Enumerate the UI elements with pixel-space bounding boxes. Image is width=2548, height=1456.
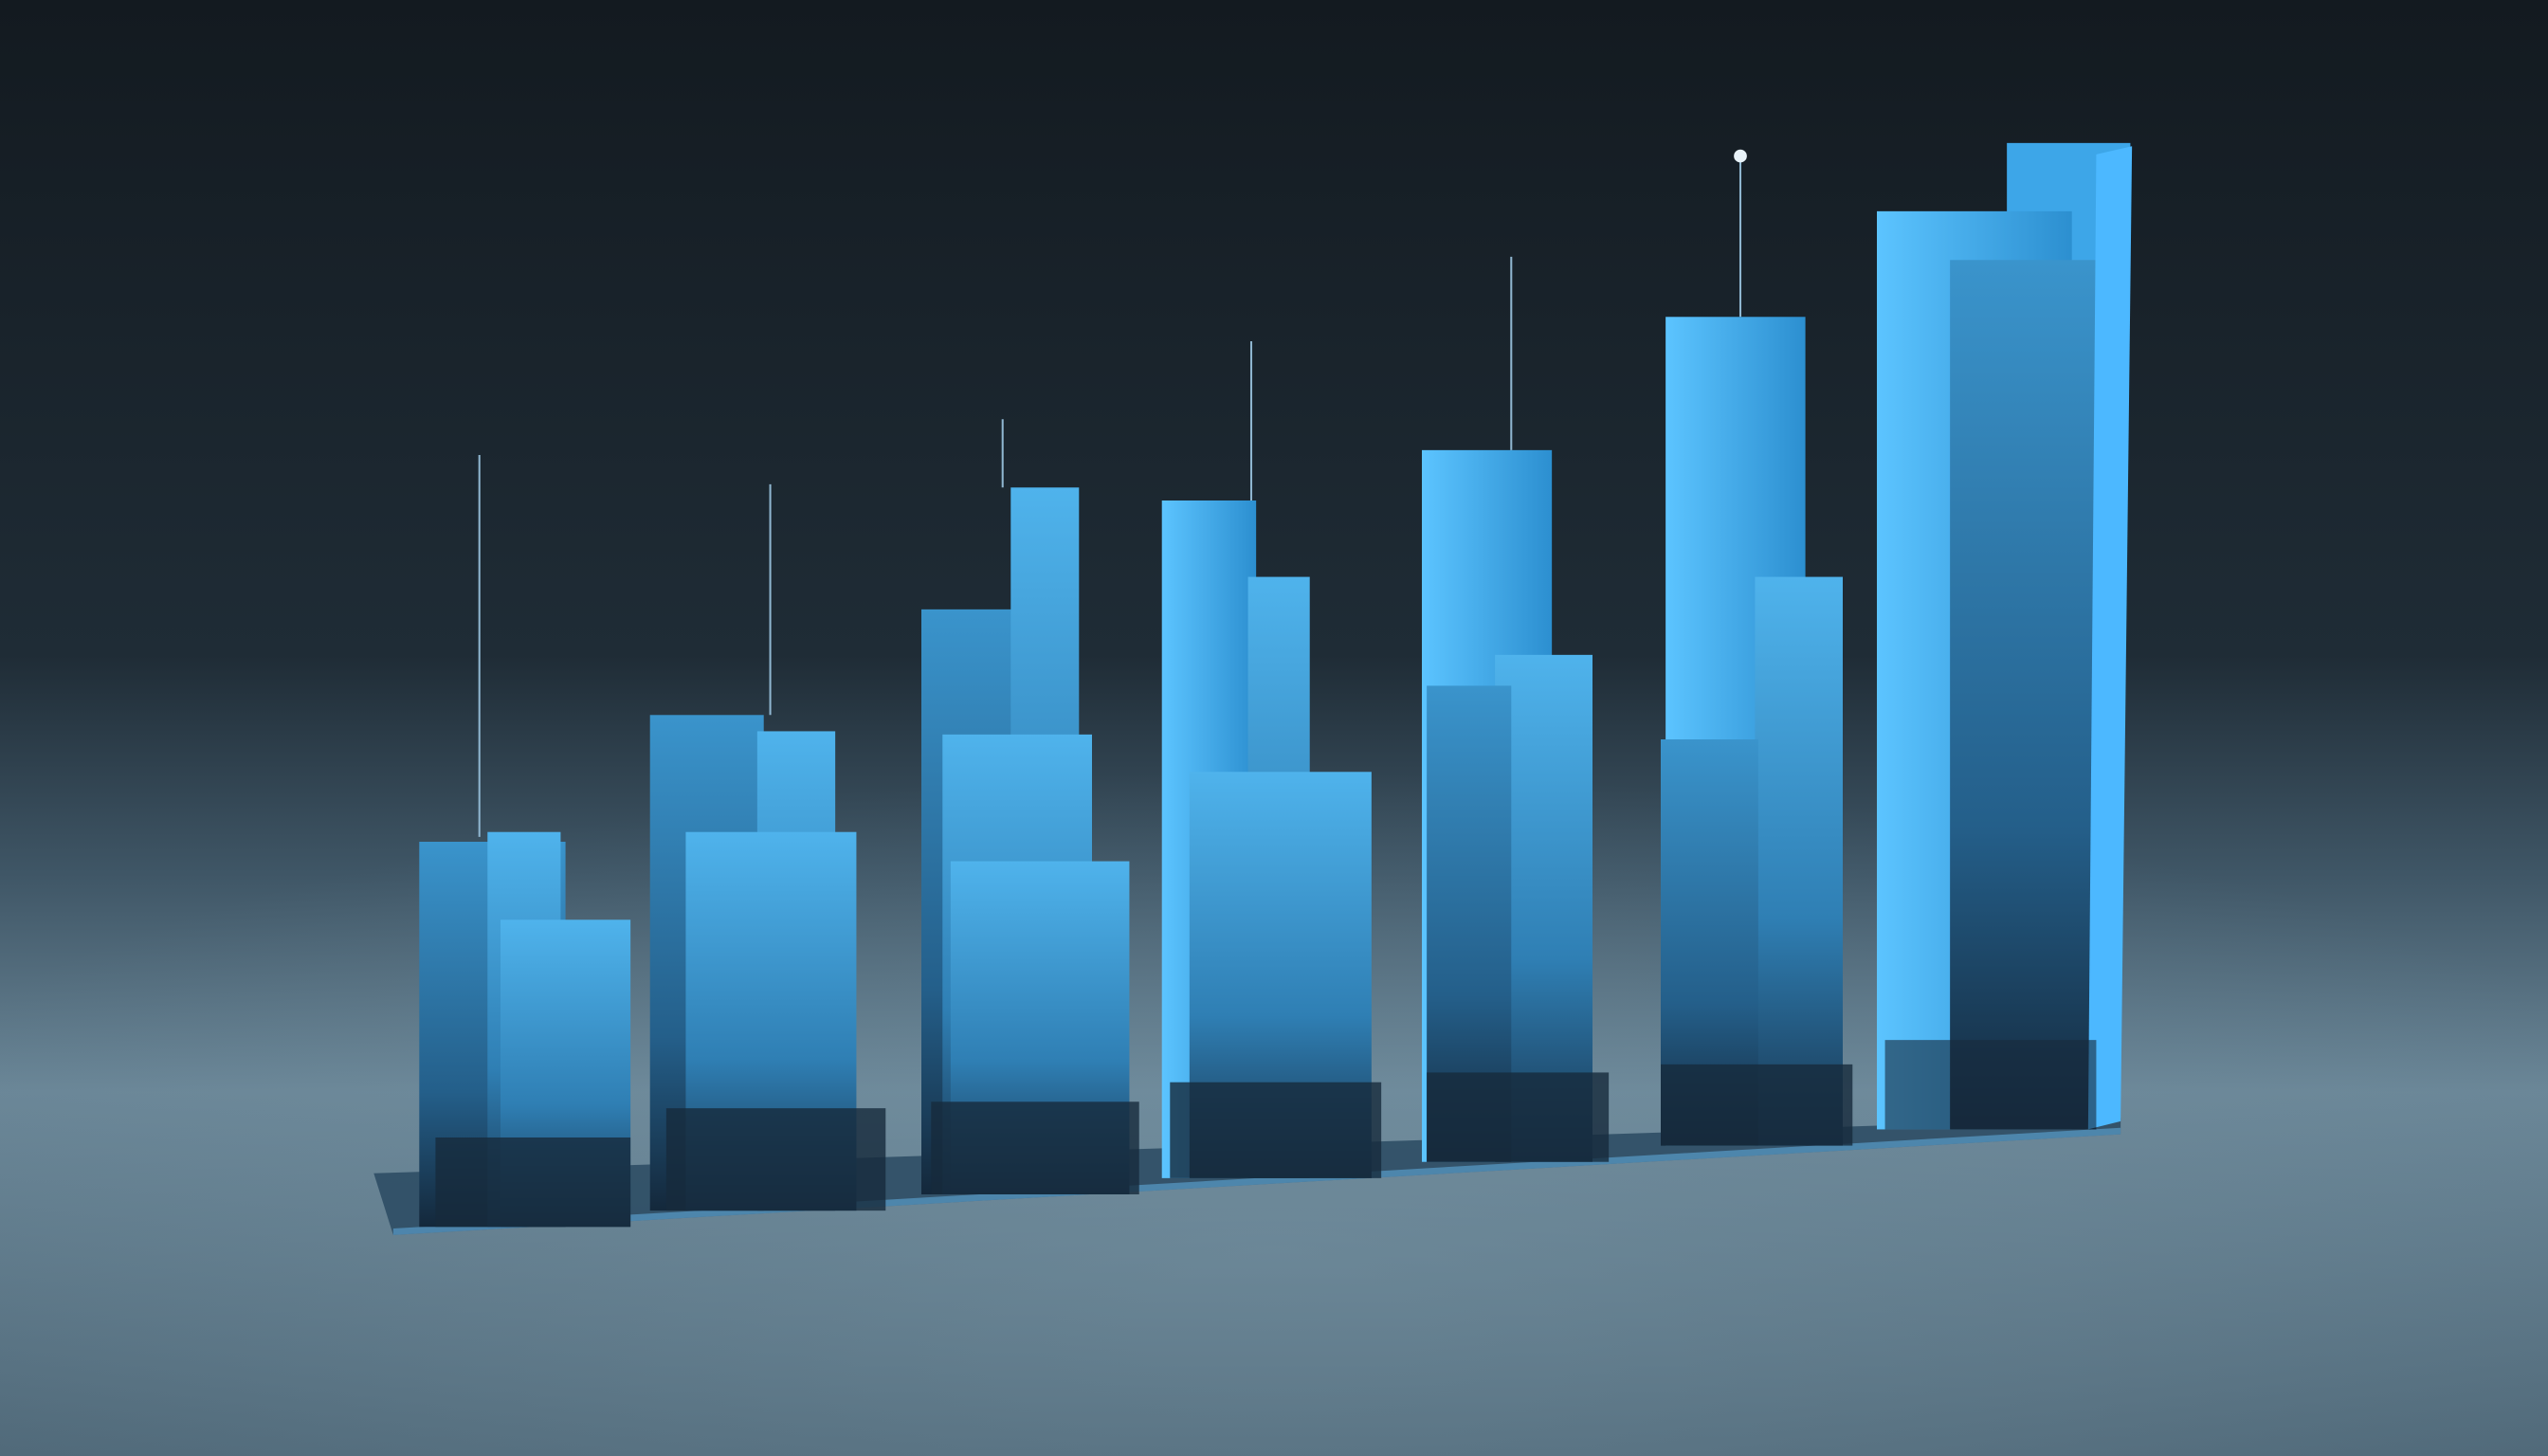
cluster-7 [1877, 142, 2133, 1130]
cluster-1 [419, 831, 631, 1228]
cluster-3 [921, 487, 1139, 1194]
antenna-dot [1734, 149, 1747, 163]
bar-side [2087, 146, 2133, 1130]
cluster-6 [1661, 317, 1853, 1146]
cluster-5 [1422, 449, 1610, 1162]
bar-block [1950, 260, 2097, 1130]
bar-foot [665, 1108, 886, 1211]
cluster-4 [1161, 500, 1382, 1178]
bar-foot [931, 1101, 1139, 1194]
bar-foot [435, 1138, 631, 1228]
bar-foot [1884, 1040, 2097, 1130]
bar-foot [1170, 1082, 1382, 1178]
bar-foot [1427, 1072, 1610, 1162]
antennas [478, 149, 1747, 837]
bar-block [1755, 576, 1843, 1146]
bar-foot [1661, 1064, 1853, 1146]
cluster-2 [649, 715, 886, 1211]
